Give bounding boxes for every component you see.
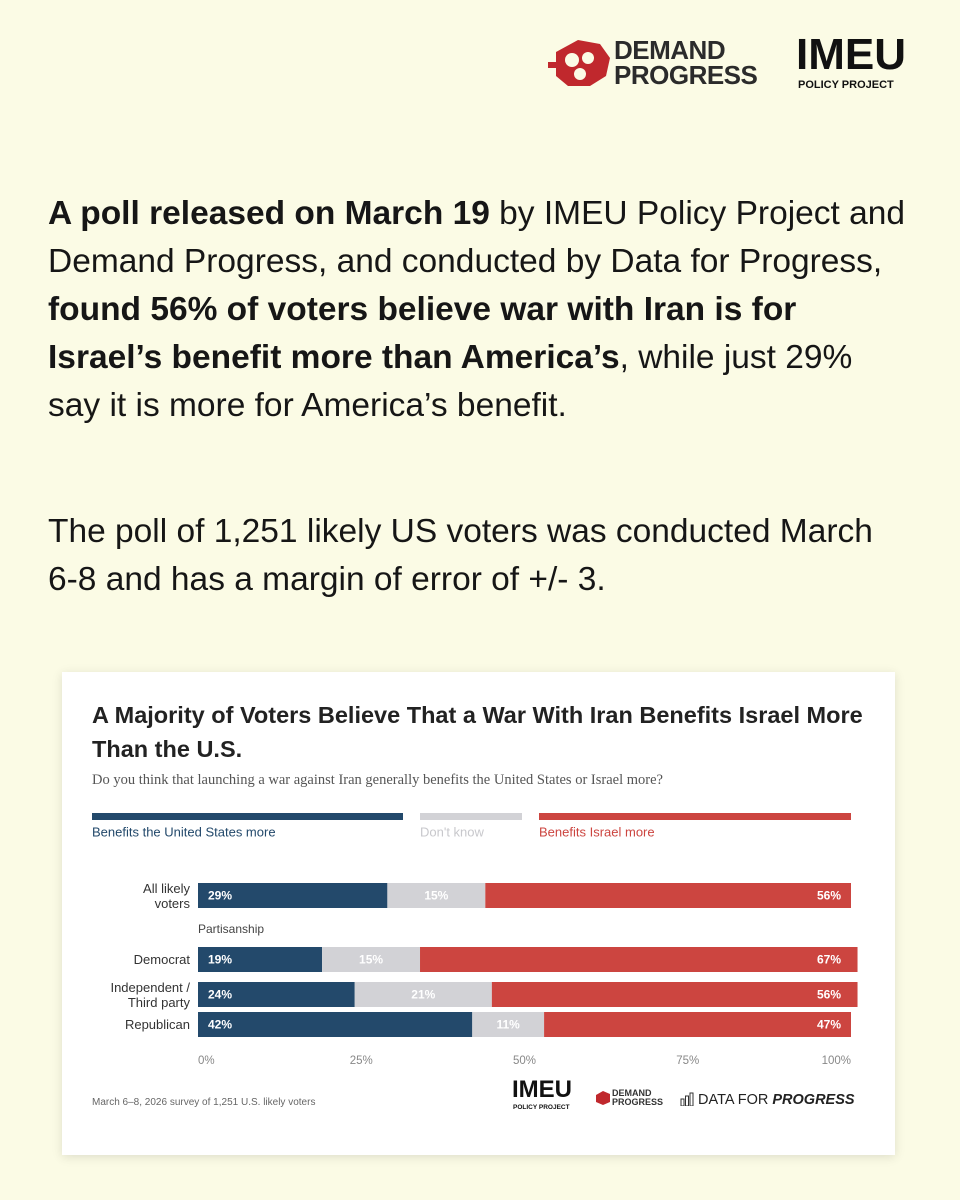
y-tick-label: Independent / Third party <box>110 979 190 1010</box>
bar-segment <box>472 1012 545 1037</box>
x-tick-label: 0% <box>198 1055 215 1067</box>
footer-imeu: IMEU <box>512 1076 572 1103</box>
y-tick-label: All likely voters <box>143 880 190 911</box>
text: The poll of 1,251 likely US voters was c… <box>48 513 873 598</box>
legend-label: Benefits the United States more <box>92 824 276 839</box>
value-label: 56% <box>817 889 841 903</box>
legend-swatch <box>420 813 522 820</box>
y-tick-label: Democrat <box>133 952 190 967</box>
value-label: 24% <box>208 988 232 1002</box>
imeu-logo: IMEU <box>796 30 906 79</box>
value-label: 67% <box>817 953 841 967</box>
chart: Benefits the United States more Don't kno… <box>92 813 858 1067</box>
bar-segment <box>491 982 858 1007</box>
footer-dp-logo: DEMAND PROGRESS <box>612 1089 663 1107</box>
bar-segment <box>387 883 486 908</box>
demand-progress-icon <box>548 40 610 86</box>
logo-text: DEMAND <box>614 35 726 65</box>
legend-swatch <box>539 813 851 820</box>
footer-imeu-sub: POLICY PROJECT <box>513 1104 570 1111</box>
text: by IMEU Policy Project and Demand Progre… <box>48 195 906 280</box>
value-label: 15% <box>424 889 448 903</box>
legend-label: Don't know <box>420 824 485 839</box>
value-label: 56% <box>817 988 841 1002</box>
x-tick-label: 25% <box>350 1055 373 1067</box>
logo-text: DEMAND <box>612 1088 652 1098</box>
chart-note: March 6–8, 2026 survey of 1,251 U.S. lik… <box>92 1097 316 1108</box>
value-label: 11% <box>496 1018 520 1032</box>
logo-text: PROGRESS <box>614 60 758 90</box>
bold-text: found 56% of voters believe war with Ira… <box>48 291 797 376</box>
footer-dp-icon <box>596 1091 610 1105</box>
text: , while just 29% say it is more for Amer… <box>48 339 853 424</box>
imeu-sub: POLICY PROJECT <box>798 79 894 91</box>
logo-text: DATA FOR <box>698 1092 773 1108</box>
bar-segment <box>198 1012 473 1037</box>
value-label: 19% <box>208 953 232 967</box>
bold-text: A poll released on March 19 <box>48 195 490 232</box>
chart-subtitle: Do you think that launching a war agains… <box>92 772 663 788</box>
group-label: Partisanship <box>198 922 264 936</box>
paragraph: A poll released on March 19 by IMEU Poli… <box>48 190 908 430</box>
x-tick-label: 100% <box>822 1055 851 1067</box>
paragraph: The poll of 1,251 likely US voters was c… <box>48 508 908 604</box>
legend-label: Benefits Israel more <box>539 824 655 839</box>
value-label: 42% <box>208 1018 232 1032</box>
bar-segment <box>485 883 851 908</box>
chart-card: A Majority of Voters Believe That a War … <box>62 672 895 1155</box>
bar-segment <box>354 982 492 1007</box>
x-tick-label: 50% <box>513 1055 536 1067</box>
footer-dfp-logo: DATA FOR PROGRESS <box>698 1092 855 1108</box>
value-label: 15% <box>359 953 383 967</box>
bar-segment <box>322 947 421 972</box>
x-tick-label: 75% <box>676 1055 699 1067</box>
bar-segment <box>198 982 355 1007</box>
bar-segment <box>544 1012 851 1037</box>
bar-segment <box>198 883 388 908</box>
logo-text: PROGRESS <box>772 1092 855 1108</box>
demand-progress-logo: DEMAND PROGRESS <box>614 35 758 90</box>
bar-segment <box>420 947 858 972</box>
chart-title: A Majority of Voters Believe That a War … <box>92 702 863 762</box>
legend-swatch <box>92 813 403 820</box>
value-label: 47% <box>817 1018 841 1032</box>
value-label: 21% <box>411 988 435 1002</box>
value-label: 29% <box>208 889 232 903</box>
footer-dfp-icon <box>680 1092 694 1106</box>
y-tick-label: Republican <box>124 1017 190 1032</box>
bar-segment <box>198 947 323 972</box>
logo-text: PROGRESS <box>612 1097 664 1107</box>
